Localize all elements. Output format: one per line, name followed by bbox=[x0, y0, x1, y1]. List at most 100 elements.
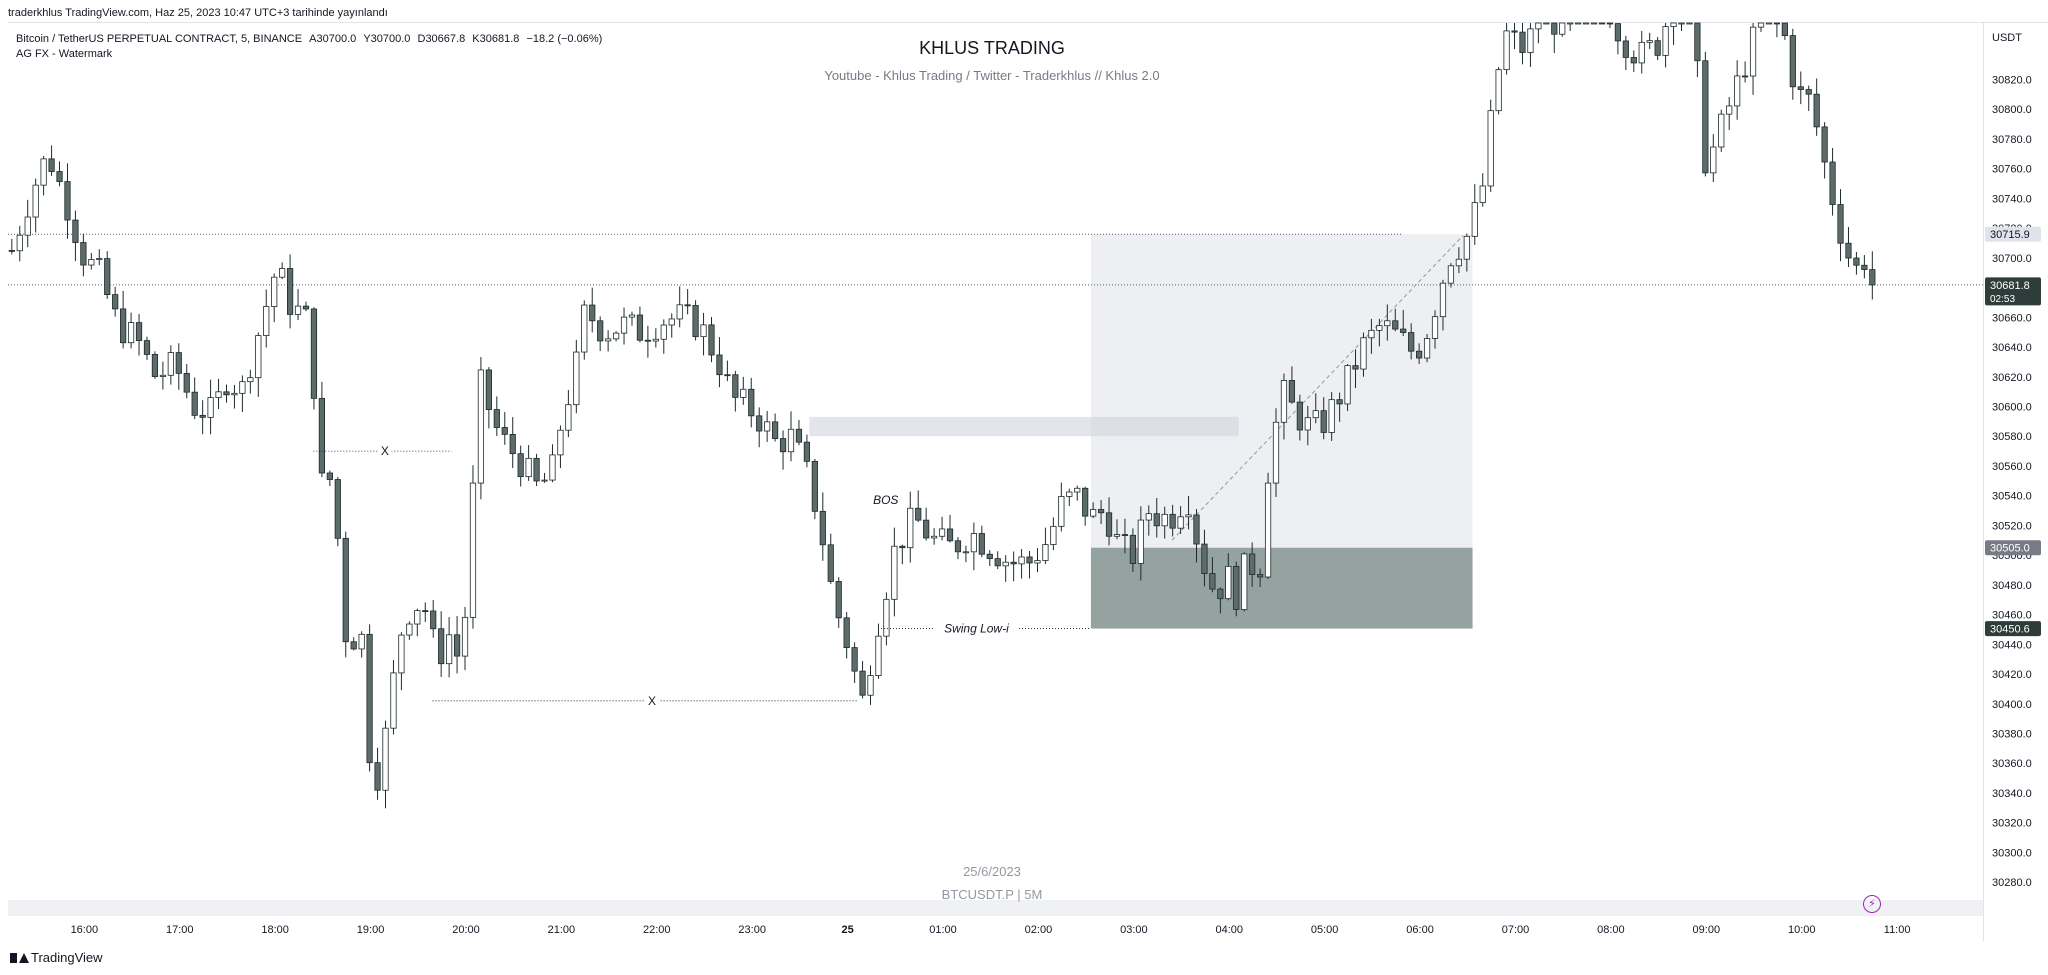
lightning-icon[interactable]: ⚡ bbox=[1863, 895, 1881, 913]
candle bbox=[485, 367, 492, 429]
candle-body bbox=[1447, 265, 1455, 284]
candle bbox=[1328, 392, 1335, 441]
candle bbox=[597, 316, 604, 352]
candle-body bbox=[286, 268, 294, 315]
x-tick-label: 07:00 bbox=[1502, 924, 1530, 936]
candle-body bbox=[605, 338, 612, 342]
candle-body bbox=[406, 623, 413, 636]
candle bbox=[1638, 30, 1645, 74]
candle-body bbox=[1694, 22, 1701, 62]
candle bbox=[954, 537, 962, 560]
candle-body bbox=[1622, 40, 1629, 58]
candle bbox=[1471, 184, 1478, 246]
candle bbox=[199, 400, 206, 435]
candle bbox=[135, 313, 143, 356]
candle bbox=[382, 720, 389, 809]
candle bbox=[1598, 22, 1606, 25]
candle bbox=[835, 577, 842, 628]
candle-body bbox=[1582, 22, 1590, 25]
price-tag-0 bbox=[1985, 226, 2041, 242]
price-tag-2 bbox=[1985, 540, 2041, 556]
candle-body bbox=[581, 304, 588, 353]
candle bbox=[151, 351, 159, 379]
candle bbox=[1837, 189, 1844, 262]
footer-brand: TradingView bbox=[31, 950, 103, 965]
legend-close: K30681.8 bbox=[472, 33, 520, 45]
candle-body bbox=[64, 181, 71, 221]
candle-body bbox=[1861, 264, 1868, 270]
x-tick-label: 04:00 bbox=[1215, 924, 1243, 936]
candle bbox=[1694, 22, 1701, 77]
candle bbox=[612, 331, 620, 342]
x-tick-label: 01:00 bbox=[929, 924, 957, 936]
y-tick-label: 30660.0 bbox=[1992, 312, 2032, 324]
candle-body bbox=[1209, 573, 1216, 590]
y-tick-label: 30420.0 bbox=[1992, 669, 2032, 681]
candle bbox=[1622, 35, 1629, 71]
candle bbox=[549, 444, 556, 483]
legend-indicator[interactable]: AG FX - Watermark bbox=[16, 48, 113, 60]
tradingview-logo-icon bbox=[10, 952, 29, 963]
candle-body bbox=[1813, 93, 1820, 128]
candle-body bbox=[1821, 126, 1828, 163]
candle-body bbox=[1384, 320, 1391, 327]
candle-body bbox=[469, 482, 477, 618]
candle bbox=[1042, 527, 1049, 564]
y-tick-label: 30400.0 bbox=[1992, 699, 2032, 711]
y-axis-unit: USDT bbox=[1992, 32, 2022, 44]
candle bbox=[501, 412, 508, 445]
candle-body bbox=[1654, 40, 1661, 56]
candle-body bbox=[644, 339, 651, 342]
candle bbox=[1392, 308, 1399, 332]
candle bbox=[1312, 393, 1319, 424]
candle-body bbox=[446, 634, 453, 665]
candle bbox=[32, 178, 39, 233]
candle bbox=[1670, 22, 1677, 45]
candle-body bbox=[167, 352, 174, 376]
x-tick-label: 05:00 bbox=[1311, 924, 1339, 936]
candle-body bbox=[430, 610, 437, 630]
candle-body bbox=[350, 641, 357, 650]
candle bbox=[1590, 22, 1598, 25]
x-tick-label: 23:00 bbox=[738, 924, 766, 936]
candle bbox=[175, 343, 182, 390]
candle bbox=[127, 312, 135, 349]
candle bbox=[819, 492, 826, 561]
candle bbox=[1113, 519, 1121, 540]
candle-body bbox=[1026, 556, 1033, 564]
candle-body bbox=[1606, 22, 1614, 25]
candle bbox=[1431, 310, 1439, 349]
candle-body bbox=[231, 392, 238, 396]
candle bbox=[1384, 304, 1391, 341]
candle-body bbox=[151, 354, 159, 377]
y-tick-label: 30440.0 bbox=[1992, 639, 2032, 651]
candle bbox=[1097, 500, 1105, 525]
candle-body bbox=[135, 322, 143, 341]
x-tick-label: 25 bbox=[841, 924, 853, 936]
candle bbox=[120, 290, 127, 349]
candle bbox=[1209, 557, 1216, 593]
candle-body bbox=[811, 460, 818, 512]
candle bbox=[867, 665, 874, 705]
candle-body bbox=[589, 304, 596, 322]
candle-body bbox=[438, 628, 445, 665]
candle bbox=[541, 472, 548, 483]
candle-body bbox=[1829, 161, 1836, 205]
candle bbox=[1575, 22, 1582, 25]
candle bbox=[422, 602, 429, 623]
candle-body bbox=[1376, 325, 1383, 331]
candle bbox=[565, 389, 572, 438]
candle bbox=[899, 544, 906, 565]
candle-body bbox=[946, 528, 954, 542]
candle-body bbox=[80, 242, 87, 266]
candle-body bbox=[1392, 320, 1399, 330]
candle bbox=[795, 419, 803, 446]
candle bbox=[56, 161, 63, 187]
candle-body bbox=[1090, 509, 1097, 517]
candle bbox=[64, 163, 71, 239]
candle bbox=[1074, 485, 1081, 501]
tradingview-logo[interactable]: TradingView bbox=[10, 950, 103, 965]
candle bbox=[1495, 66, 1502, 115]
candle-body bbox=[652, 338, 659, 342]
